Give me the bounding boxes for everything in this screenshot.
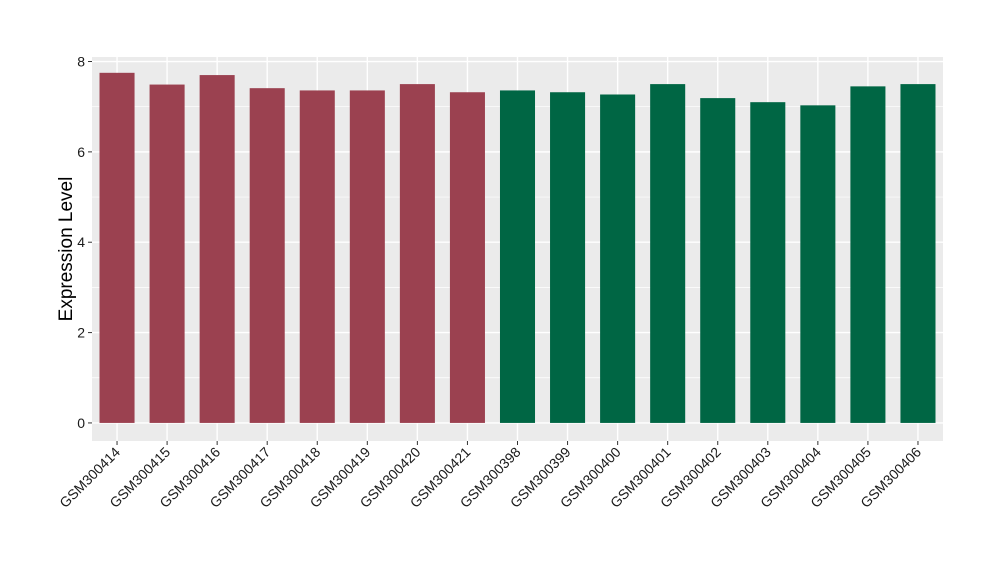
bar-gsm300402	[700, 98, 736, 423]
bars	[99, 72, 936, 423]
bar-gsm300405	[850, 86, 886, 423]
bar-gsm300421	[449, 92, 485, 423]
bar-gsm300400	[600, 94, 636, 423]
y-axis-title: Expression Level	[56, 177, 77, 322]
bar-gsm300403	[750, 102, 786, 423]
bar-gsm300414	[99, 72, 135, 423]
bar-gsm300399	[550, 92, 586, 423]
bar-gsm300404	[800, 105, 836, 423]
bar-gsm300417	[249, 88, 285, 423]
bar-gsm300419	[349, 90, 385, 423]
bar-gsm300416	[199, 75, 235, 423]
bar-gsm300420	[399, 84, 435, 423]
bar-gsm300418	[299, 90, 335, 423]
bar-gsm300406	[900, 84, 936, 423]
y-tick-label: 6	[77, 144, 85, 160]
bar-gsm300398	[499, 90, 536, 423]
y-tick-label: 8	[77, 54, 85, 70]
y-tick-label: 4	[77, 234, 85, 250]
bar-gsm300401	[650, 84, 686, 423]
y-tick-label: 2	[77, 325, 85, 341]
y-axis: 0 2 4 6 8	[77, 54, 92, 431]
bar-gsm300415	[149, 84, 185, 423]
x-axis: GSM300414GSM300415GSM300416GSM300417GSM3…	[56, 441, 924, 511]
y-tick-label: 0	[77, 415, 85, 431]
